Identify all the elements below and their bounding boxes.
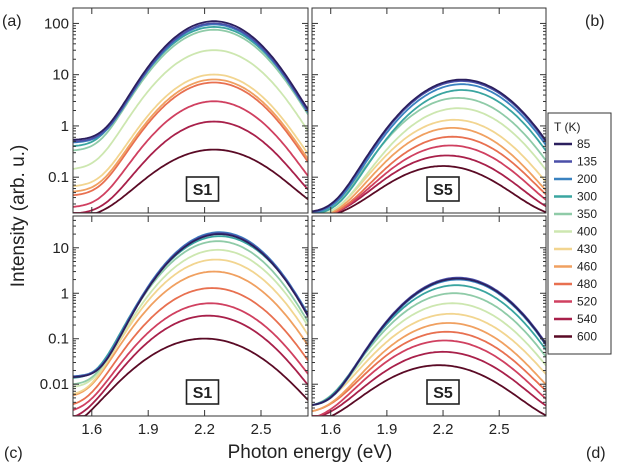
series-line-460 <box>312 127 546 213</box>
series-line-540 <box>73 120 308 213</box>
y-tick-label: 0.1 <box>48 331 69 348</box>
legend: T (K) 85 135 200 300 350 400 430 460 480 520 540 60… <box>547 112 612 355</box>
legend-entry-85: 85 <box>577 137 591 151</box>
series-line-200 <box>73 231 308 378</box>
series-line-300 <box>312 89 546 213</box>
legend-entry-600: 600 <box>577 330 597 344</box>
series-line-520 <box>73 302 308 411</box>
y-tick-label: 100 <box>44 15 69 32</box>
x-tick-label: 1.6 <box>81 421 102 438</box>
sample-label-box <box>426 176 460 202</box>
x-tick-label: 2.5 <box>251 421 272 438</box>
x-tick-label: 2.2 <box>194 421 215 438</box>
x-tick-label: 1.6 <box>320 421 341 438</box>
legend-entry-460: 460 <box>577 260 597 274</box>
series-line-200 <box>312 83 546 213</box>
y-axis-label: Intensity (arb. u.) <box>8 145 29 288</box>
series-line-135 <box>73 22 308 143</box>
sample-label-box <box>185 176 220 202</box>
series-line-85 <box>73 233 308 378</box>
legend-entry-540: 540 <box>577 312 597 326</box>
series-line-400 <box>312 107 546 213</box>
series-line-135 <box>73 232 308 378</box>
series-line-520 <box>312 144 546 213</box>
panel-letter-b: (b) <box>585 13 605 30</box>
panel-a: 0.1 1 10 100 S1 <box>44 7 309 214</box>
series-group <box>73 231 308 416</box>
y-tick-label: 1 <box>61 118 69 135</box>
series-line-85 <box>312 277 546 406</box>
y-tick-label: 10 <box>52 67 69 84</box>
legend-frame <box>547 112 612 355</box>
series-line-400 <box>73 49 308 170</box>
series-group <box>312 276 546 416</box>
legend-entry-300: 300 <box>577 190 597 204</box>
legend-entry-400: 400 <box>577 225 597 239</box>
x-tick-label: 1.9 <box>138 421 159 438</box>
y-tick-label: 0.01 <box>40 376 69 393</box>
series-line-520 <box>312 339 546 416</box>
panel-c: 0.01 0.1 1 10 1.6 1.9 2.2 2.5 S1 <box>40 215 309 438</box>
series-line-480 <box>312 330 546 412</box>
panel-letter-a: (a) <box>2 13 22 30</box>
series-line-460 <box>73 270 308 397</box>
series-line-430 <box>312 312 546 407</box>
panel-letter-d: (d) <box>586 445 606 462</box>
legend-entry-350: 350 <box>577 207 597 221</box>
sample-label: S1 <box>193 385 213 402</box>
series-line-540 <box>312 154 546 213</box>
sample-label-box <box>426 379 460 405</box>
plot-frame <box>72 215 309 417</box>
series-line-350 <box>73 28 308 152</box>
series-line-430 <box>73 73 308 187</box>
x-tick-label: 2.5 <box>489 421 510 438</box>
panel-letter-c: (c) <box>4 445 23 462</box>
series-line-350 <box>312 96 546 213</box>
series-group <box>73 20 308 213</box>
panels: 0.1 1 10 100 S1 S5 0.01 0.1 1 10 1.6 1.9 2.2 2.5 S1 1.6… <box>40 7 547 438</box>
series-line-600 <box>73 148 308 213</box>
series-group <box>312 78 546 213</box>
series-line-460 <box>312 322 546 412</box>
legend-title: T (K) <box>554 120 580 134</box>
series-line-600 <box>73 337 308 416</box>
series-line-480 <box>73 287 308 405</box>
series-line-480 <box>73 81 308 197</box>
series-line-540 <box>312 350 546 416</box>
legend-entry-480: 480 <box>577 277 597 291</box>
legend-entry-200: 200 <box>577 172 597 186</box>
series-line-600 <box>312 165 546 213</box>
series-line-520 <box>73 100 308 208</box>
series-line-460 <box>73 78 308 193</box>
sample-label: S5 <box>433 385 453 402</box>
legend-entry-430: 430 <box>577 242 597 256</box>
legend-entry-520: 520 <box>577 295 597 309</box>
series-line-480 <box>312 135 546 213</box>
series-line-540 <box>73 314 308 416</box>
y-tick-label: 10 <box>52 240 69 257</box>
legend-entry-135: 135 <box>577 155 597 169</box>
sample-label: S5 <box>433 182 453 199</box>
series-line-85 <box>312 78 546 213</box>
plot-frame <box>311 215 547 417</box>
panel-d: 1.6 1.9 2.2 2.5 S5 <box>311 215 547 438</box>
x-axis-label: Photon energy (eV) <box>228 442 393 463</box>
y-tick-label: 0.1 <box>48 169 69 186</box>
y-tick-label: 1 <box>61 285 69 302</box>
series-line-600 <box>312 364 546 416</box>
x-tick-label: 2.2 <box>433 421 454 438</box>
sample-label-box <box>185 379 220 405</box>
sample-label: S1 <box>193 182 213 199</box>
x-tick-label: 1.9 <box>376 421 397 438</box>
panel-b: S5 <box>311 7 547 214</box>
series-line-85 <box>73 20 308 141</box>
